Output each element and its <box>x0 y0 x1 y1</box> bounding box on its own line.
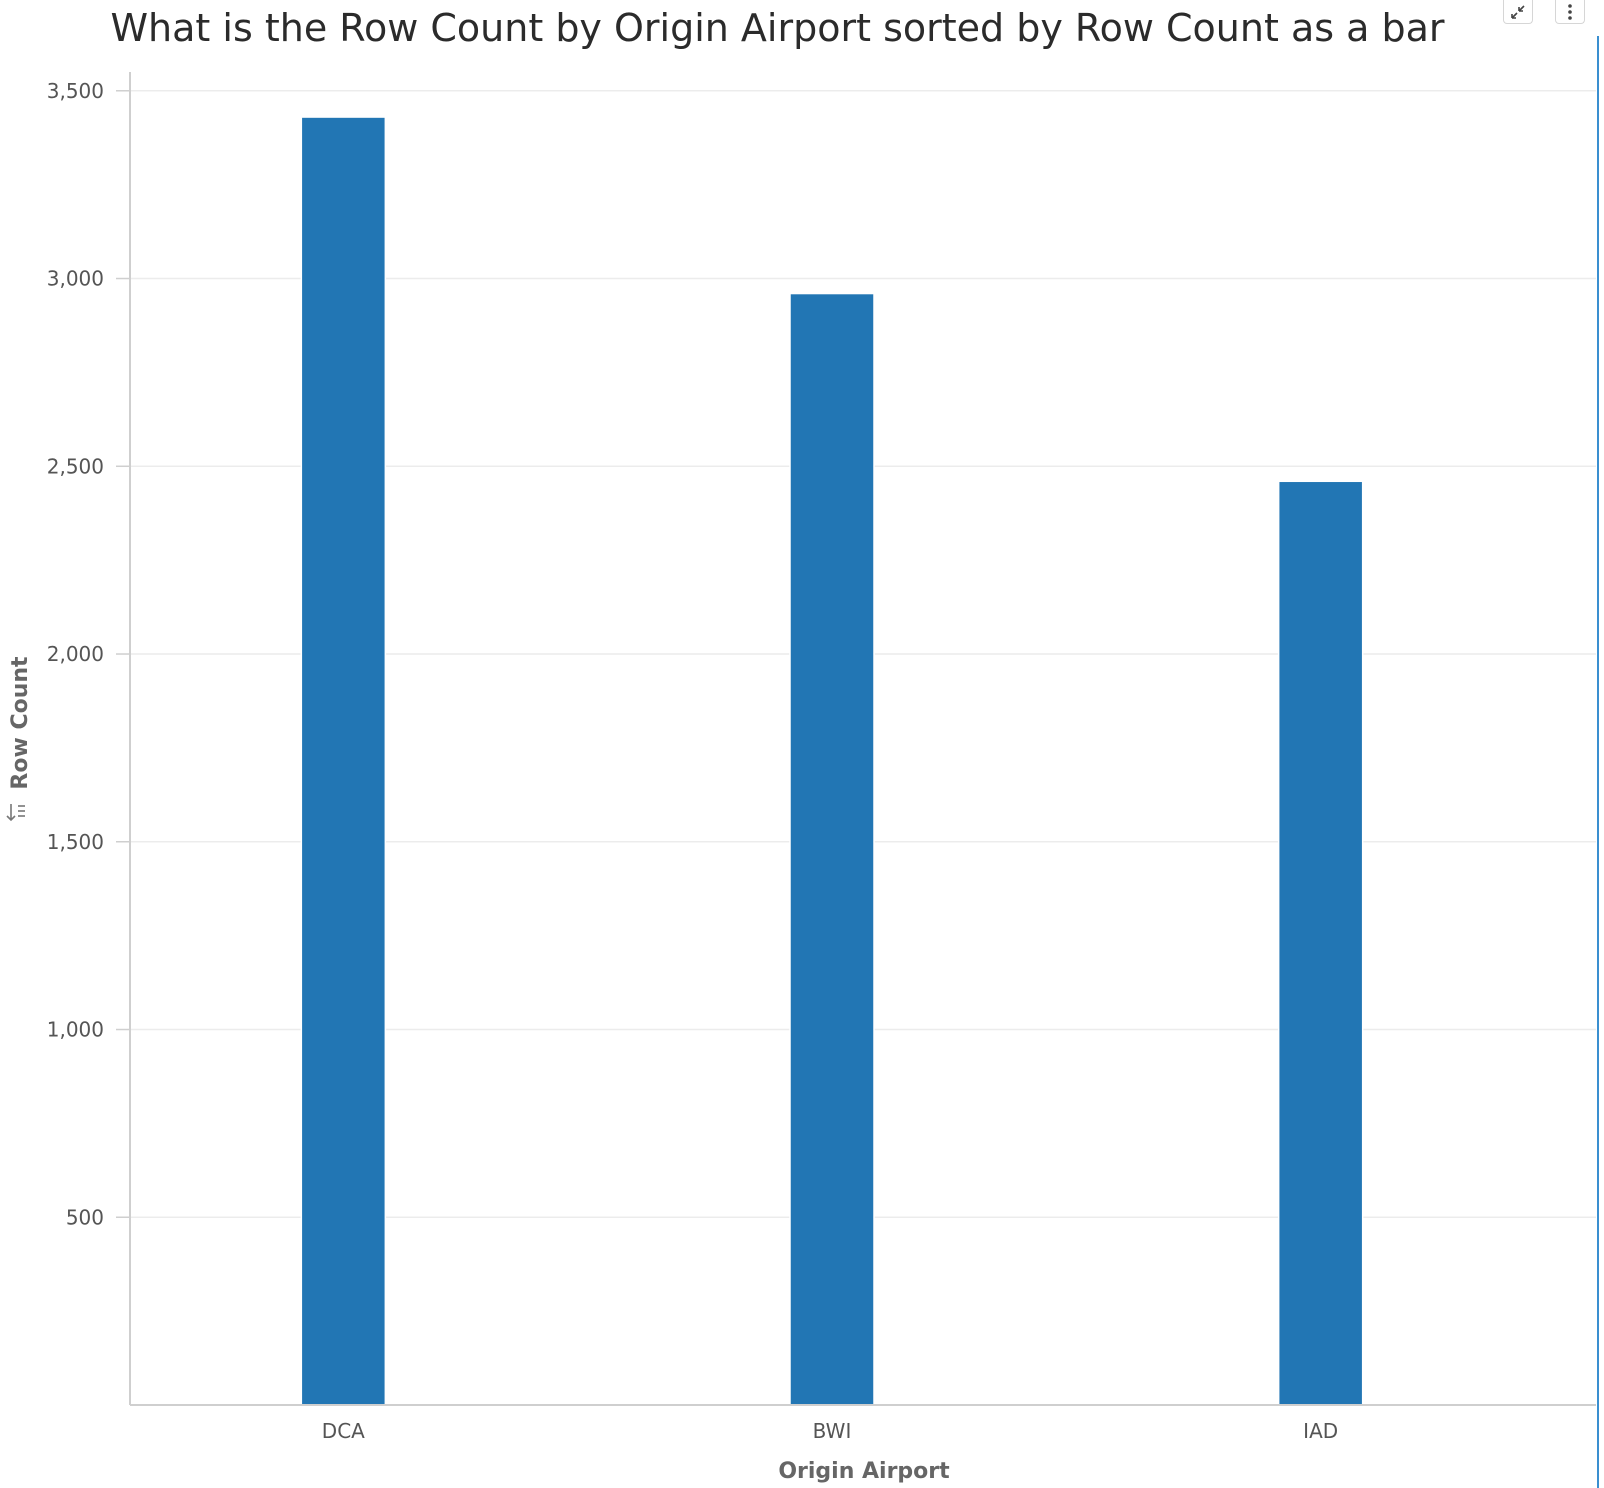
y-tick-label: 2,500 <box>47 454 104 478</box>
bar-bwi[interactable] <box>789 292 875 1406</box>
x-tick-label: BWI <box>813 1419 852 1443</box>
y-tick-label: 3,500 <box>47 79 104 103</box>
expand-arrows-icon <box>1511 4 1525 19</box>
bars <box>300 116 1364 1406</box>
y-tick-label: 1,000 <box>47 1018 104 1042</box>
bar-dca[interactable] <box>300 116 387 1406</box>
chart-title: What is the Row Count by Origin Airport … <box>110 6 1445 50</box>
x-ticks: DCA BWI IAD <box>322 1419 1338 1443</box>
chart-menu-button[interactable] <box>1555 0 1585 24</box>
y-tick-label: 1,500 <box>47 830 104 854</box>
bar-iad[interactable] <box>1277 480 1364 1406</box>
panel-edge <box>1597 36 1599 1488</box>
y-tick-label: 3,000 <box>47 267 104 291</box>
x-tick-label: DCA <box>322 1419 365 1443</box>
vertical-dots-icon <box>1568 3 1572 20</box>
axes <box>129 72 1596 1406</box>
y-ticks: 500 1,000 1,500 2,000 2,500 3,000 3,500 <box>47 79 130 1229</box>
sort-icon[interactable] <box>6 804 25 822</box>
y-tick-label: 500 <box>66 1205 104 1229</box>
x-tick-label: IAD <box>1303 1419 1338 1443</box>
y-axis-title: Row Count <box>8 656 33 790</box>
y-tick-label: 2,000 <box>47 642 104 666</box>
x-axis-title: Origin Airport <box>778 1459 950 1484</box>
expand-button[interactable] <box>1503 0 1533 24</box>
